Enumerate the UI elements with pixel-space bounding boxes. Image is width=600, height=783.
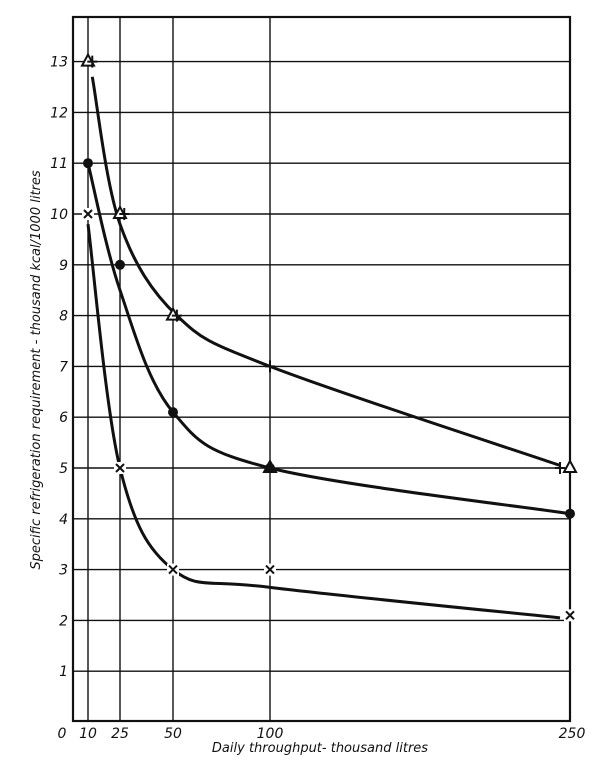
triangle-marker <box>562 458 578 473</box>
y-tick-label: 3 <box>59 563 68 579</box>
x-tick-label: 25 <box>111 726 129 742</box>
plus-marker <box>265 360 275 373</box>
triangle-marker <box>112 204 128 219</box>
plus-marker <box>119 208 130 220</box>
x-tick-label: 100 <box>257 726 284 742</box>
curves <box>86 76 571 620</box>
cross-marker <box>83 209 93 219</box>
markers <box>80 52 578 622</box>
dot-marker <box>83 158 93 169</box>
y-tick-label: 11 <box>50 156 68 172</box>
triangle-marker <box>80 52 96 67</box>
plot-frame <box>71 15 572 723</box>
dot-marker <box>168 407 178 418</box>
plus-marker <box>87 55 98 68</box>
dot-marker <box>565 508 575 519</box>
curve-line <box>86 223 561 620</box>
curve-line <box>90 76 561 467</box>
dot-marker <box>265 463 275 473</box>
y-tick-label: 7 <box>59 359 68 375</box>
x-tick-label: 250 <box>559 726 586 742</box>
x-tick-label: 10 <box>79 726 97 742</box>
cross-marker <box>565 610 575 621</box>
plus-marker <box>555 462 565 474</box>
cross-marker <box>168 564 178 575</box>
y-tick-label: 12 <box>50 105 68 121</box>
x-tick-labels: 0 10 25 50 100 250 <box>58 726 586 742</box>
y-axis-label: Specific refrigeration requirement - tho… <box>29 170 44 570</box>
y-tick-label: 4 <box>59 512 68 528</box>
y-tick-label: 5 <box>59 461 68 477</box>
cross-marker <box>115 463 125 473</box>
y-tick-label: 6 <box>59 410 68 426</box>
y-tick-label: 9 <box>59 258 68 274</box>
y-tick-label: 10 <box>50 207 68 223</box>
x-tick-label: 50 <box>164 726 182 742</box>
x-tick-label: 0 <box>58 726 67 742</box>
y-tick-label: 13 <box>50 55 68 71</box>
curve-line <box>86 162 571 516</box>
cross-marker <box>265 564 275 575</box>
y-tick-label: 8 <box>59 309 68 325</box>
y-tick-label: 1 <box>59 664 68 680</box>
x-axis-label: Daily throughput- thousand litres <box>212 741 428 756</box>
dot-marker <box>115 259 125 270</box>
y-tick-label: 2 <box>59 613 68 629</box>
plus-marker <box>171 309 182 322</box>
